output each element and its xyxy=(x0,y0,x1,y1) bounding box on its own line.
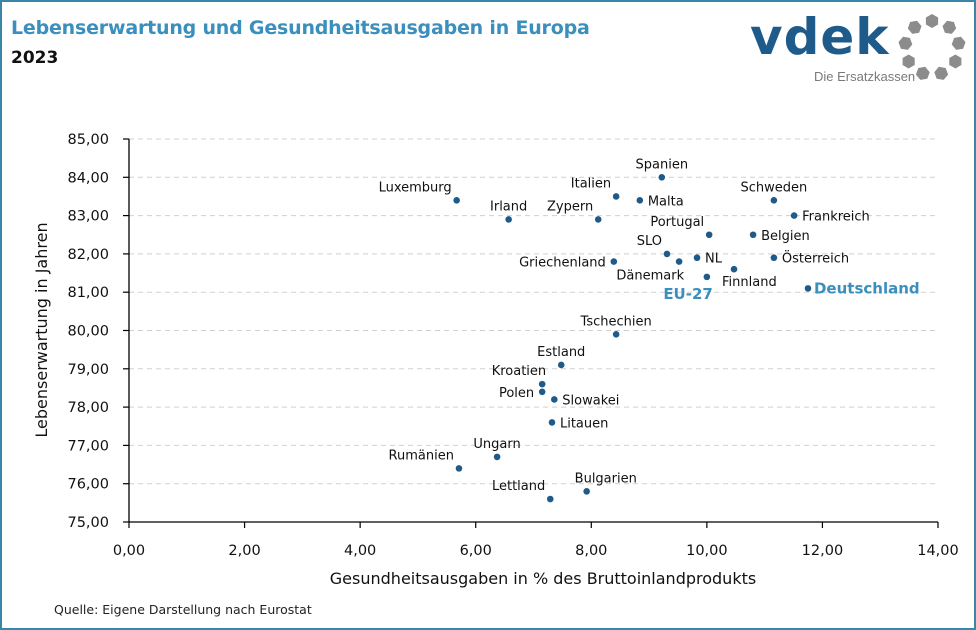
x-tick-label: 12,00 xyxy=(802,543,844,559)
data-point-italien xyxy=(612,193,620,200)
data-label-lettland: Lettland xyxy=(492,479,545,494)
axes xyxy=(123,138,939,528)
data-label-malta: Malta xyxy=(648,194,684,209)
data-point-slo xyxy=(663,250,671,258)
x-axis-title: Gesundheitsausgaben in % des Bruttoinlan… xyxy=(330,569,756,588)
data-points: Luxemburg Irland Italien Malta Spanien Zypern… xyxy=(379,157,920,503)
data-label-luxemburg: Luxemburg xyxy=(379,180,452,195)
data-label-slowakei: Slowakei xyxy=(562,393,619,408)
logo-hexagon xyxy=(951,36,966,50)
tick-labels: 75,00 76,00 77,00 78,00 79,00 80,00 81,00 82,00… xyxy=(67,132,958,559)
data-label-schweden: Schweden xyxy=(741,180,808,195)
x-tick-label: 2,00 xyxy=(228,543,260,559)
y-tick-label: 84,00 xyxy=(67,170,109,186)
data-point-slowakei xyxy=(551,396,558,403)
y-tick-label: 76,00 xyxy=(67,477,109,493)
x-tick-label: 8,00 xyxy=(575,543,607,559)
logo-hexagon xyxy=(902,54,915,69)
data-point-estland xyxy=(557,361,565,369)
x-tick-label: 0,00 xyxy=(113,543,145,559)
y-tick-label: 83,00 xyxy=(67,209,109,225)
vdek-logo: vdek Die Ersatzkassen xyxy=(750,8,970,92)
data-label-österreich: Österreich xyxy=(782,250,849,267)
y-tick-label: 80,00 xyxy=(67,324,109,340)
data-point-ungarn xyxy=(493,453,501,461)
data-point-portugal xyxy=(705,231,713,239)
gridlines xyxy=(129,138,938,485)
x-tick-label: 4,00 xyxy=(344,543,376,559)
data-label-ungarn: Ungarn xyxy=(473,437,520,452)
data-point-tschechien xyxy=(612,331,620,338)
y-tick-label: 85,00 xyxy=(67,132,109,148)
data-label-estland: Estland xyxy=(537,345,585,360)
chart-subtitle: 2023 xyxy=(11,48,59,68)
data-point-lettland xyxy=(546,495,554,503)
data-label-spanien: Spanien xyxy=(636,157,689,172)
logo-hexagon xyxy=(925,14,939,28)
data-point-rumänien xyxy=(455,465,463,472)
data-label-zypern: Zypern xyxy=(547,199,593,214)
chart-title: Lebenserwartung und Gesundheitsausgaben … xyxy=(11,17,590,39)
data-label-litauen: Litauen xyxy=(560,416,608,431)
data-label-griechenland: Griechenland xyxy=(519,256,606,271)
ring-of-hexagons-icon xyxy=(898,14,966,80)
data-point-deutschland xyxy=(804,285,812,292)
data-label-kroatien: Kroatien xyxy=(492,364,546,379)
data-point-dänemark xyxy=(675,258,683,265)
data-label-irland: Irland xyxy=(490,199,527,214)
data-label-nl: NL xyxy=(705,252,723,267)
y-axis-title: Lebenserwartung in Jahren xyxy=(32,222,51,437)
data-label-eu-27: EU-27 xyxy=(663,285,713,303)
data-point-finnland xyxy=(730,265,738,273)
y-tick-label: 81,00 xyxy=(67,285,109,301)
logo-hexagon xyxy=(907,20,922,34)
data-point-malta xyxy=(636,196,644,204)
data-point-spanien xyxy=(658,174,666,181)
data-point-irland xyxy=(505,216,512,223)
source-note: Quelle: Eigene Darstellung nach Eurostat xyxy=(54,602,312,617)
data-point-frankreich xyxy=(790,212,798,219)
x-tick-label: 10,00 xyxy=(686,543,728,559)
data-label-finnland: Finnland xyxy=(722,275,777,290)
data-label-dänemark: Dänemark xyxy=(616,269,684,284)
logo-hexagon xyxy=(898,36,913,50)
y-tick-label: 75,00 xyxy=(67,515,109,531)
data-point-luxemburg xyxy=(453,196,460,204)
y-tick-label: 79,00 xyxy=(67,362,109,378)
data-point-kroatien xyxy=(538,380,546,388)
logo-hexagon xyxy=(942,20,957,34)
logo-hexagon xyxy=(915,66,930,80)
data-label-belgien: Belgien xyxy=(761,229,810,244)
data-point-polen xyxy=(538,388,546,396)
data-label-frankreich: Frankreich xyxy=(802,210,870,225)
data-point-eu-27 xyxy=(703,273,711,281)
data-point-bulgarien xyxy=(583,488,590,495)
data-point-schweden xyxy=(770,196,778,204)
data-label-slo: SLO xyxy=(637,234,662,249)
logo-hexagon xyxy=(949,54,962,69)
data-point-nl xyxy=(693,254,701,262)
data-label-tschechien: Tschechien xyxy=(580,314,652,329)
y-tick-label: 77,00 xyxy=(67,438,109,454)
data-point-österreich xyxy=(770,254,778,262)
data-point-zypern xyxy=(594,216,602,223)
logo-hexagon xyxy=(934,66,949,80)
data-label-polen: Polen xyxy=(499,386,534,401)
data-label-bulgarien: Bulgarien xyxy=(575,471,637,486)
x-tick-label: 6,00 xyxy=(460,543,492,559)
data-label-italien: Italien xyxy=(571,176,611,191)
y-tick-label: 78,00 xyxy=(67,400,109,416)
data-label-rumänien: Rumänien xyxy=(389,448,454,463)
x-tick-label: 14,00 xyxy=(917,543,959,559)
logo-tagline: Die Ersatzkassen xyxy=(814,69,916,84)
y-tick-label: 82,00 xyxy=(67,247,109,263)
data-point-griechenland xyxy=(610,258,618,265)
logo-wordmark: vdek xyxy=(750,8,890,66)
data-point-belgien xyxy=(749,231,757,239)
data-point-litauen xyxy=(548,419,556,426)
data-label-portugal: Portugal xyxy=(650,215,704,230)
data-label-deutschland: Deutschland xyxy=(814,279,920,297)
